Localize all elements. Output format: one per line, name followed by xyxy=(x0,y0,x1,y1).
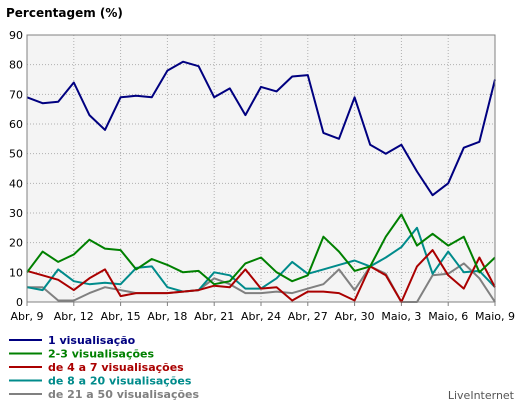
credit-label: LiveInternet xyxy=(448,389,515,402)
x-tick-label: Abr, 12 xyxy=(54,310,94,323)
series-line-1 xyxy=(26,60,496,197)
plot-background xyxy=(27,35,495,302)
plot-frame xyxy=(26,34,496,303)
series-line-2 xyxy=(26,213,496,286)
x-tick-label: Abr, 21 xyxy=(194,310,234,323)
x-tick-label: Maio, 9 xyxy=(475,310,515,323)
y-tick-label: 30 xyxy=(9,207,23,220)
legend-label: de 8 a 20 visualisações xyxy=(48,375,192,388)
x-tick-label: Maio, 3 xyxy=(381,310,421,323)
y-tick-label: 40 xyxy=(9,177,23,190)
grid-lines xyxy=(27,35,495,302)
y-tick-label: 60 xyxy=(9,118,23,131)
y-tick-label: 70 xyxy=(9,88,23,101)
x-tick-label: Abr, 30 xyxy=(335,310,375,323)
x-tick-label: Abr, 18 xyxy=(147,310,187,323)
legend-label: de 21 a 50 visualisações xyxy=(48,388,199,401)
x-tick-labels: Abr, 9 Abr, 12 Abr, 15 Abr, 18 Abr, 21 Abr, 2… xyxy=(10,302,515,323)
x-tick-label: Abr, 9 xyxy=(10,310,43,323)
legend-label: 1 visualisação xyxy=(48,334,136,347)
y-tick-label: 10 xyxy=(9,266,23,279)
legend-label: 2-3 visualisações xyxy=(48,348,154,361)
y-tick-label: 20 xyxy=(9,237,23,250)
x-tick-label: Abr, 27 xyxy=(288,310,328,323)
series-line-3 xyxy=(26,249,496,303)
y-tick-label: 50 xyxy=(9,148,23,161)
x-tick-label: Maio, 6 xyxy=(428,310,468,323)
legend-label: de 4 a 7 visualisações xyxy=(48,361,184,374)
x-tick-label: Abr, 24 xyxy=(241,310,281,323)
chart-title: Percentagem (%) xyxy=(6,6,123,20)
y-tick-label: 90 xyxy=(9,29,23,42)
x-tick-label: Abr, 15 xyxy=(101,310,141,323)
y-tick-label: 80 xyxy=(9,59,23,72)
y-tick-label: 0 xyxy=(16,296,23,309)
y-tick-labels: 0 10 20 30 40 50 60 70 80 90 xyxy=(9,29,23,309)
